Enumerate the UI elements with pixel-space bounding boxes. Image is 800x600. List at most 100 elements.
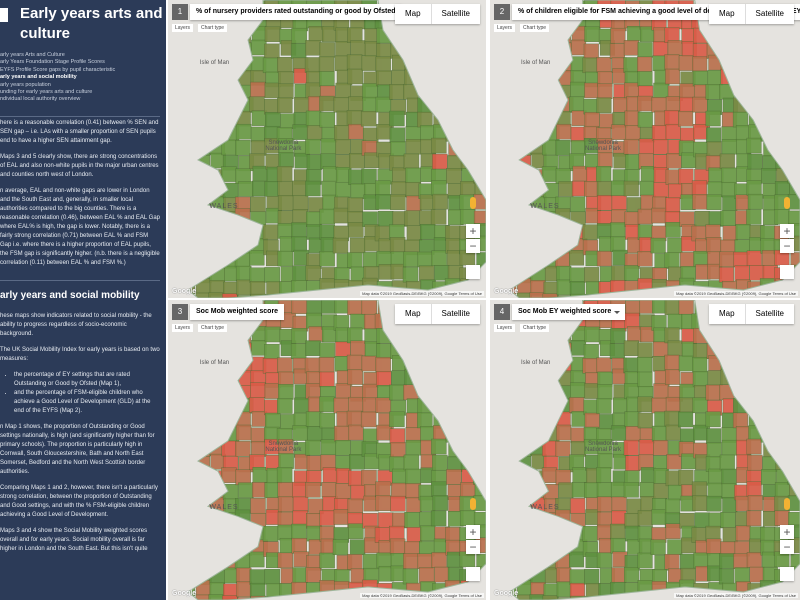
region [474,425,486,441]
region [419,340,435,356]
region [377,211,394,227]
region [597,384,613,400]
nav-link[interactable]: arly years population [0,81,51,88]
zoom-out[interactable]: − [466,540,480,554]
zoom-in[interactable]: + [466,223,480,238]
attribution: Map data ©2019 GeoBasis-DE/BKG (©2009), … [674,291,798,296]
region [761,112,777,129]
region [375,194,391,210]
region [517,82,533,98]
fullscreen[interactable] [780,567,794,581]
nav-link[interactable]: arly years Arts and Culture [0,52,65,58]
street-view[interactable] [470,196,476,209]
google-logo: Google [494,590,519,597]
panel-title[interactable]: Soc Mob weighted score [190,304,285,320]
region [350,313,366,330]
map-button[interactable]: Map [709,304,746,324]
panel-title[interactable]: % of nursery providers rated outstanding… [190,4,402,20]
region [637,371,653,388]
map-button[interactable]: Map [709,4,746,24]
layers-button[interactable]: Layers [172,324,194,332]
zoom-out[interactable]: − [466,238,480,253]
satellite-button[interactable]: Satellite [441,309,470,318]
terms-link[interactable]: Terms of Use [772,593,796,598]
region [389,110,405,127]
terms-link[interactable]: Terms of Use [458,291,482,296]
region [291,328,307,344]
chart-type-button[interactable]: Chart type [198,324,228,332]
zoom-in[interactable]: + [466,525,480,539]
panel-title[interactable]: Soc Mob EY weighted score [512,304,626,320]
region [348,424,364,441]
terms-link[interactable]: Terms of Use [772,291,796,296]
nav-link[interactable]: unding for early years arts and culture [0,89,93,96]
region [490,168,503,183]
map-button[interactable]: Map [395,304,432,324]
region [760,329,776,345]
region [188,397,198,413]
region [389,384,405,401]
layers-button[interactable]: Layers [172,24,194,32]
chart-type-button[interactable]: Chart type [198,24,228,32]
region [596,552,612,569]
satellite-button[interactable]: Satellite [755,9,784,18]
region [318,56,335,72]
region [707,482,723,499]
region [774,181,790,197]
zoom-in[interactable]: + [780,223,794,238]
street-view[interactable] [784,196,790,209]
region [609,43,625,59]
region [517,524,533,540]
region [746,54,762,70]
region [420,525,436,542]
region [556,424,572,441]
region [319,396,335,413]
region [277,496,294,512]
nav-link[interactable]: arly Years Foundation Stage Profile Scor… [0,59,105,66]
region [612,397,629,414]
region [597,453,613,469]
region [610,280,626,296]
terms-link[interactable]: Terms of Use [458,593,482,598]
zoom-out[interactable]: − [780,540,794,554]
region [305,567,321,583]
region [292,180,308,197]
region [277,57,293,73]
region [490,210,504,225]
region [432,153,448,170]
region [569,551,585,568]
nav-link[interactable]: ndividual local authority overview [0,96,81,103]
layers-button[interactable]: Layers [494,324,516,332]
region [509,540,518,557]
region [319,342,335,358]
region [760,29,776,45]
nav-link[interactable]: EYFS Profile Score gaps by pupil charact… [0,66,116,73]
map-button[interactable]: Map [395,4,432,24]
region [168,442,182,457]
region [545,398,561,414]
street-view[interactable] [784,498,790,510]
nav-link[interactable]: arly years and social mobility [0,74,77,81]
region [693,328,709,344]
satellite-button[interactable]: Satellite [755,309,784,318]
chart-type-button[interactable]: Chart type [520,24,550,32]
street-view[interactable] [470,498,476,510]
satellite-button[interactable]: Satellite [441,9,470,18]
region [347,554,363,570]
chart-type-button[interactable]: Chart type [520,324,550,332]
region [445,83,462,99]
fullscreen[interactable] [466,567,480,581]
fullscreen[interactable] [780,265,794,280]
zoom-out[interactable]: − [780,238,794,253]
region [597,152,613,168]
region [624,582,640,598]
region [531,239,547,256]
region [305,110,322,127]
layers-button[interactable]: Layers [494,24,516,32]
zoom-in[interactable]: + [780,525,794,539]
region [375,356,391,373]
region [417,54,433,71]
region [195,96,211,112]
fullscreen[interactable] [466,265,480,280]
region [509,565,516,582]
